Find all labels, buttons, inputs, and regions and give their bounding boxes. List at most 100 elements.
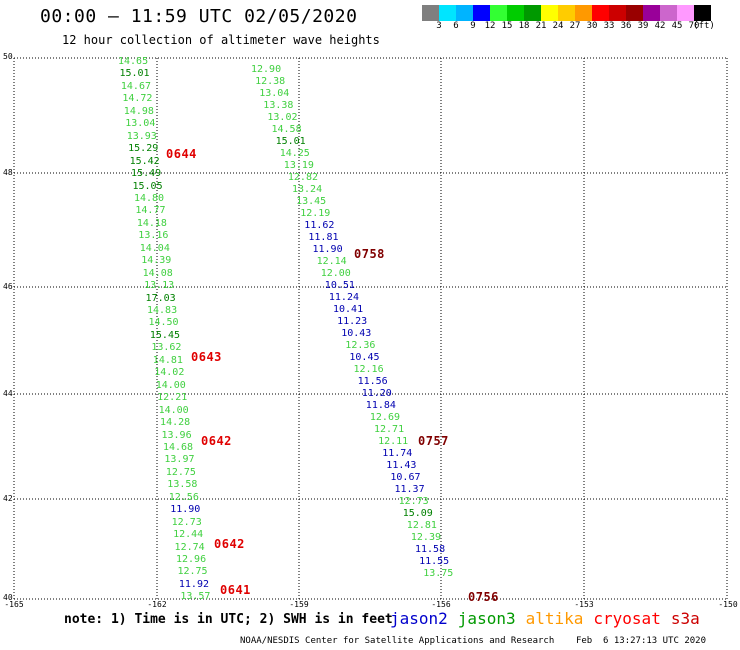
wave-height-value: 12.73 [398,496,429,507]
wave-height-value: 11.43 [386,460,417,471]
wave-height-value: 12.21 [157,392,188,404]
wave-height-value: 11.74 [382,448,413,459]
lat-label: 42 [3,494,13,503]
wave-height-value: 14.65 [118,56,149,67]
wave-height-value: 14.39 [141,255,172,267]
legend-swatch [507,5,524,21]
lat-label: 44 [3,389,13,398]
legend-label: 24 [552,21,564,31]
wave-height-value: 15.49 [131,168,162,180]
wave-height-value: 11.58 [415,544,446,555]
wave-height-value: 14.04 [139,242,170,254]
wave-height-value: 11.24 [328,292,359,303]
pass-time-label: 0642 [214,537,245,551]
wave-height-value: 12.39 [410,532,441,543]
wave-height-value: 12.14 [316,256,347,267]
wave-height-value: 13.75 [423,568,454,579]
wave-height-value: 14.18 [136,217,167,229]
wave-height-value: 11.62 [304,220,335,231]
wave-height-value: 11.37 [394,484,425,495]
wave-height-value: 13.24 [292,184,323,195]
wave-height-value: 14.08 [142,267,173,279]
wave-height-value: 11.23 [337,316,368,327]
wave-height-value: 12.74 [174,541,205,553]
wave-height-value: 14.00 [158,404,189,416]
pass-time-label: 0641 [220,583,251,597]
legend-swatch [660,5,677,21]
wave-height-value: 11.92 [178,578,209,590]
wave-height-value: 15.01 [119,68,150,80]
wave-height-value: 12.36 [345,340,376,351]
lon-label: -165 [4,600,24,609]
credit-footer: NOAA/NESDIS Center for Satellite Applica… [240,636,706,646]
wave-height-value: 13.97 [164,454,195,466]
legend-swatch [541,5,558,21]
lon-label: -159 [289,600,309,609]
wave-height-value: 12.56 [168,491,199,503]
lon-label: -153 [574,600,594,609]
wave-height-value: 12.96 [176,554,207,565]
satellite-legend-item: jason3 [457,609,516,628]
pass-time-label: 0756 [468,590,499,604]
wave-height-value: 14.72 [122,93,153,105]
wave-height-value: 12.69 [369,412,400,423]
wave-height-value: 11.81 [308,232,339,243]
wave-height-value: 12.44 [173,529,204,541]
legend-label: (ft) [693,21,715,31]
wave-height-value: 15.29 [128,143,159,155]
legend-label: 3 [436,21,442,31]
wave-height-value: 13.38 [263,100,294,111]
legend-label: 33 [603,21,615,31]
wave-height-value: 13.93 [126,130,157,142]
wave-height-value: 13.04 [259,88,290,99]
wave-height-value: 11.90 [312,244,343,255]
wave-height-value: 13.02 [267,112,298,123]
wave-height-value: 14.80 [133,192,165,204]
wave-height-value: 15.45 [149,329,180,341]
legend-swatch [439,5,456,21]
wave-height-value: 10.67 [390,472,421,483]
legend-label: 15 [501,21,513,31]
wave-height-value: 13.45 [296,196,327,207]
legend-label: 39 [637,21,649,31]
pass-time-label: 0644 [166,147,197,161]
legend-swatch [592,5,609,21]
wave-height-value: 13.62 [151,342,182,354]
wave-height-value: 14.67 [120,80,151,92]
wave-height-value: 10.51 [324,280,355,291]
wave-height-value: 12.75 [177,566,208,578]
wave-height-value: 10.43 [341,328,372,339]
pass-time-label: 0758 [354,247,385,261]
wave-height-value: 13.58 [167,479,198,491]
lat-label: 48 [3,168,13,177]
legend-label: 70 [688,21,700,31]
satellite-legend-item: s3a [670,609,700,628]
wave-height-value: 12.38 [255,76,286,87]
wave-height-value: 13.04 [125,118,156,130]
wave-height-value: 15.09 [402,508,433,519]
satellite-legend-item: cryosat [593,609,661,628]
legend-swatch [558,5,575,21]
wave-height-value: 14.98 [123,105,154,117]
wave-height-value: 13.57 [180,591,211,603]
wave-height-value: 12.81 [406,520,437,531]
satellite-legend-item: altika [525,609,584,628]
wave-height-value: 12.11 [378,436,409,447]
wave-height-value: 13.13 [144,280,175,292]
legend-label: 45 [671,21,683,31]
legend-swatch [473,5,490,21]
lat-lon-grid [13,57,728,600]
wave-height-value: 12.19 [300,208,331,219]
legend-label: 12 [484,21,496,31]
wave-height-value: 17.03 [145,292,176,304]
legend-swatch [609,5,626,21]
legend-label: 6 [453,21,459,31]
legend-label: 36 [620,21,632,31]
wave-height-value: 11.84 [365,400,396,411]
wave-height-value: 14.68 [162,441,194,453]
wave-height-value: 11.55 [419,556,450,567]
legend-swatch [694,5,711,21]
wave-height-value: 15.42 [129,155,160,167]
wave-height-value: 10.41 [333,304,364,315]
page-subtitle: 12 hour collection of altimeter wave hei… [62,33,380,47]
